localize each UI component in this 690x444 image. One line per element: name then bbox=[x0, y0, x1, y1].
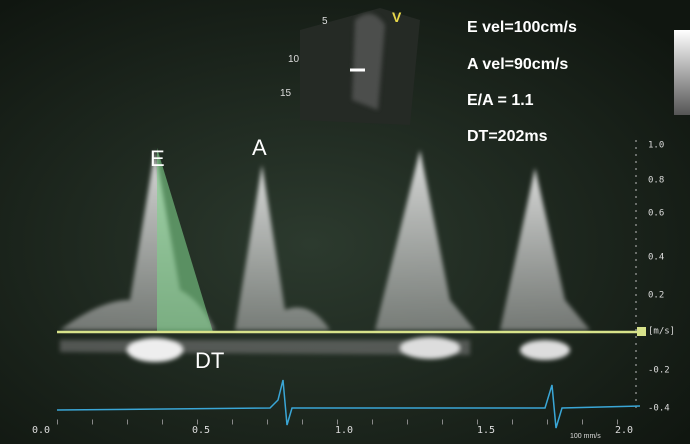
measurement: E/A = 1.1 bbox=[467, 92, 534, 109]
baseline-marker bbox=[637, 327, 646, 336]
wave bbox=[375, 150, 475, 330]
scale-label: -0.2 bbox=[648, 366, 670, 376]
reverse-blob bbox=[400, 337, 460, 359]
spectrum bbox=[60, 150, 590, 362]
scale-label: 0.6 bbox=[648, 209, 664, 219]
scale-label: 0.2 bbox=[648, 291, 664, 301]
reverse-blob bbox=[127, 338, 183, 362]
scale-label: 1.0 bbox=[648, 141, 664, 151]
dt-triangle bbox=[157, 148, 213, 332]
depth-label: 15 bbox=[280, 88, 292, 99]
wave-label: A bbox=[252, 135, 267, 160]
scale-label: -0.4 bbox=[648, 404, 670, 414]
depth-label: 5 bbox=[322, 16, 328, 27]
reverse-blob bbox=[520, 340, 570, 360]
scale-label: 0.4 bbox=[648, 253, 664, 263]
probe-marker: V bbox=[392, 9, 402, 25]
time-label: 0.5 bbox=[192, 425, 210, 436]
wave bbox=[500, 168, 590, 330]
scale-label: 0.8 bbox=[648, 176, 664, 186]
scale-label: [m/s] bbox=[648, 327, 675, 337]
gray-bar bbox=[674, 30, 690, 115]
measurement: DT=202ms bbox=[467, 128, 548, 145]
measurement: E vel=100cm/s bbox=[467, 19, 577, 36]
time-label: 1.0 bbox=[335, 425, 353, 436]
sector-tissue bbox=[352, 13, 385, 111]
a-wave bbox=[235, 165, 330, 330]
measurement: A vel=90cm/s bbox=[467, 56, 568, 73]
depth-label: 10 bbox=[288, 54, 300, 65]
ecg-trace bbox=[56, 379, 641, 429]
sweep-speed: 100 mm/s bbox=[570, 433, 601, 440]
wave-label: DT bbox=[195, 348, 224, 373]
time-label: 2.0 bbox=[615, 425, 633, 436]
time-label: 0.0 bbox=[32, 425, 50, 436]
time-label: 1.5 bbox=[477, 425, 495, 436]
wave-label: E bbox=[150, 146, 165, 171]
